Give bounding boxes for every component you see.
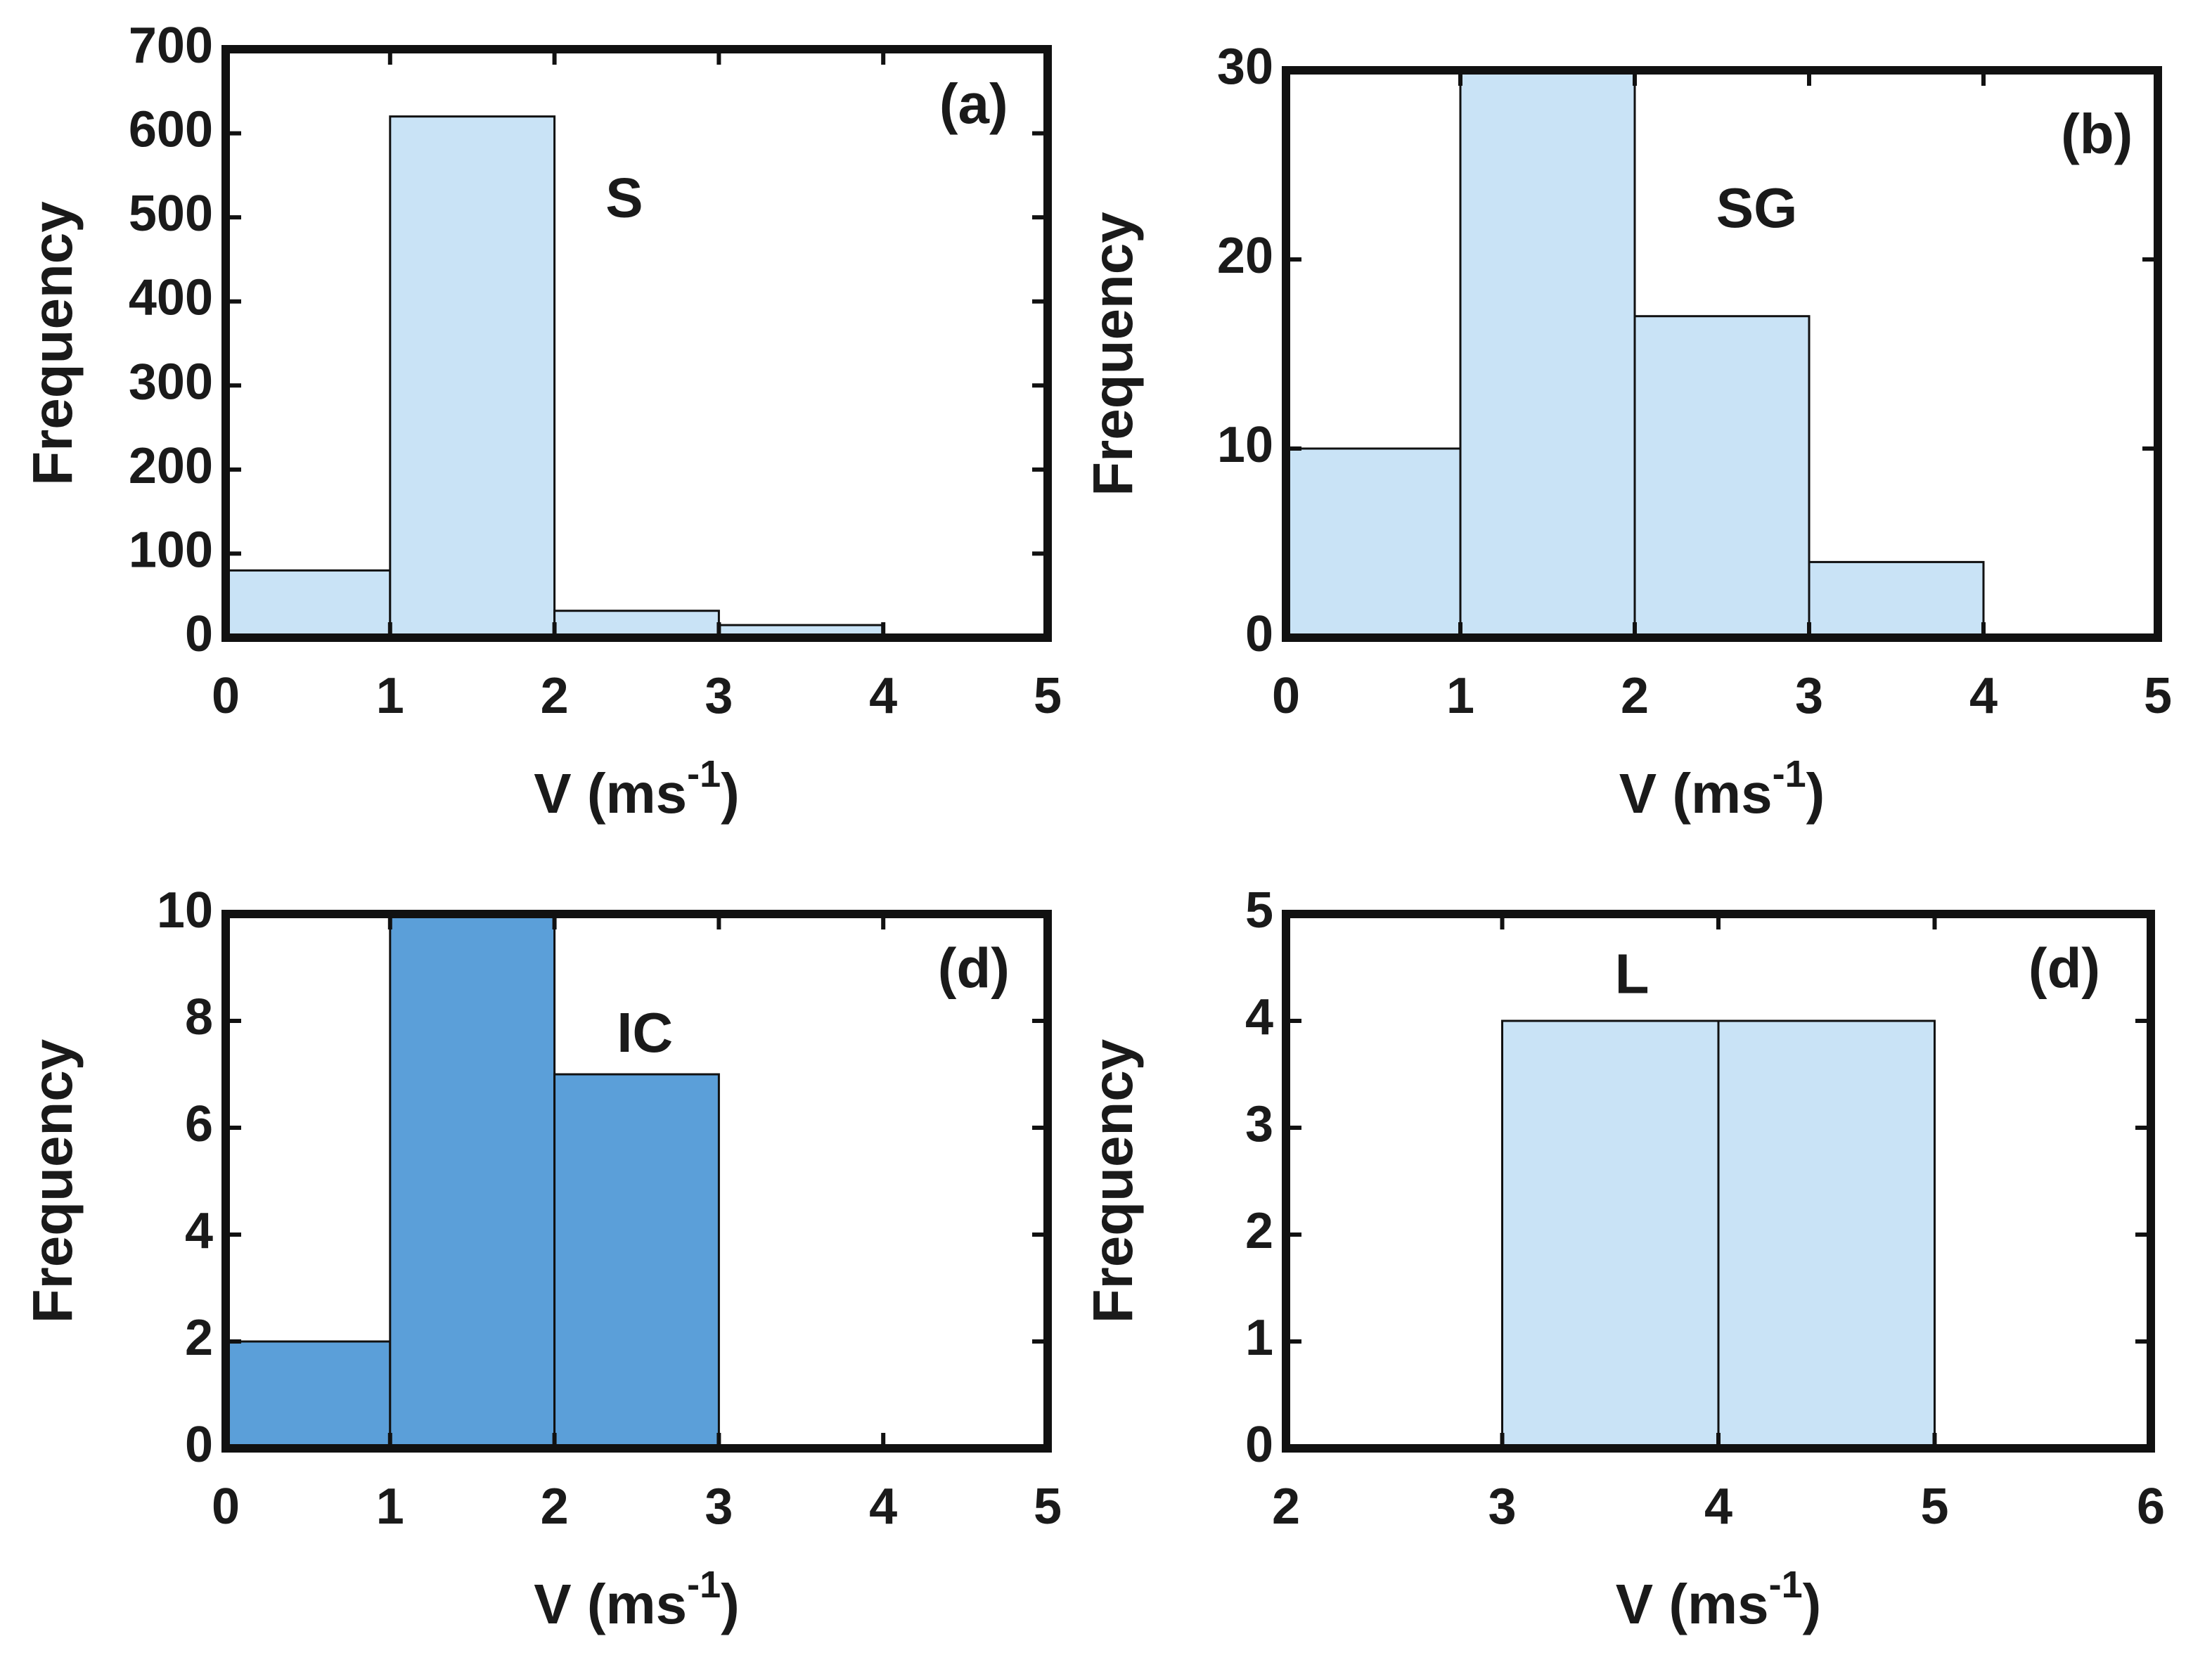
y-tick-label: 100 xyxy=(129,522,213,578)
x-tick-label: 4 xyxy=(1969,668,1998,724)
x-tick-label: 5 xyxy=(1920,1479,1948,1535)
x-tick-label: 3 xyxy=(1488,1479,1516,1535)
x-tick-label: 2 xyxy=(1621,668,1649,724)
x-tick-label: 4 xyxy=(1704,1479,1732,1535)
x-tick-label: 4 xyxy=(869,1479,897,1535)
x-tick-label: 6 xyxy=(2137,1479,2165,1535)
y-axis-label: Frequency xyxy=(21,201,84,486)
annotation: S xyxy=(605,167,643,229)
x-axis-label-part: V (ms xyxy=(534,762,687,825)
annotation: L xyxy=(1615,942,1650,1005)
x-tick-label: 3 xyxy=(1795,668,1823,724)
y-axis-label: Frequency xyxy=(21,1038,84,1323)
x-axis-label-part: -1 xyxy=(687,753,721,795)
annotation: (d) xyxy=(2028,937,2100,1000)
y-tick-label: 600 xyxy=(129,102,213,158)
x-axis-label-part: -1 xyxy=(1773,753,1806,795)
bar xyxy=(224,1340,392,1450)
annotation: IC xyxy=(617,1001,673,1064)
x-tick-label: 4 xyxy=(869,668,897,724)
x-axis-label-part: -1 xyxy=(1769,1564,1803,1606)
bar xyxy=(389,115,556,639)
y-tick-label: 0 xyxy=(185,606,213,662)
x-tick-label: 1 xyxy=(376,668,404,724)
y-tick-label: 200 xyxy=(129,438,213,494)
x-axis-label: V (ms-1) xyxy=(534,753,740,825)
y-tick-label: 30 xyxy=(1217,39,1273,95)
y-axis-label: Frequency xyxy=(1081,1038,1144,1323)
x-tick-label: 2 xyxy=(541,1479,569,1535)
bar xyxy=(1808,560,1985,639)
x-tick-label: 5 xyxy=(1034,668,1062,724)
panel: 0 1 2 3 4 5 0 100 200 300 400 500 600 700 Frequency V (… xyxy=(21,18,1062,825)
y-tick-label: 400 xyxy=(129,270,213,326)
panel: 2 3 4 5 6 0 1 2 3 4 5 Frequency V (ms-1) L (d) xyxy=(1081,882,2165,1635)
y-tick-label: 4 xyxy=(1245,989,1273,1045)
panel: 0 1 2 3 4 5 0 2 4 6 8 10 Frequency V (ms-1) (d) IC xyxy=(21,882,1062,1635)
y-tick-label: 0 xyxy=(1245,1417,1273,1473)
y-tick-label: 500 xyxy=(129,186,213,242)
y-tick-label: 0 xyxy=(1245,606,1273,662)
axes-frame xyxy=(221,910,1052,1453)
y-tick-label: 20 xyxy=(1217,228,1273,284)
y-axis-label: Frequency xyxy=(1081,212,1144,496)
y-tick-label: 3 xyxy=(1245,1096,1273,1152)
y-tick-label: 700 xyxy=(129,18,213,74)
x-tick-label: 5 xyxy=(1034,1479,1062,1535)
annotation: (d) xyxy=(938,937,1010,1000)
x-axis-label: V (ms-1) xyxy=(534,1564,740,1635)
x-tick-label: 0 xyxy=(212,668,240,724)
y-tick-label: 10 xyxy=(1217,417,1273,473)
x-tick-label: 3 xyxy=(705,1479,733,1535)
x-axis-label-part: ) xyxy=(721,1573,740,1635)
y-tick-label: 10 xyxy=(157,882,213,939)
x-axis-label-part: V (ms xyxy=(1616,1573,1769,1635)
x-tick-label: 0 xyxy=(212,1479,240,1535)
annotation: (b) xyxy=(2061,103,2133,165)
annotation: (a) xyxy=(939,72,1008,135)
x-axis-label-part: V (ms xyxy=(1619,762,1773,825)
x-tick-label: 3 xyxy=(705,668,733,724)
y-tick-label: 0 xyxy=(185,1417,213,1473)
bar xyxy=(1717,1019,1936,1450)
x-axis-label: V (ms-1) xyxy=(1616,1564,1822,1635)
x-axis-label-part: ) xyxy=(721,762,740,825)
x-tick-label: 2 xyxy=(541,668,569,724)
x-axis-label-part: V (ms xyxy=(534,1573,687,1635)
y-tick-label: 8 xyxy=(185,989,213,1045)
x-axis-label-part: ) xyxy=(1803,1573,1822,1635)
x-tick-label: 2 xyxy=(1272,1479,1300,1535)
x-tick-label: 5 xyxy=(2144,668,2172,724)
y-tick-label: 300 xyxy=(129,354,213,410)
y-tick-label: 6 xyxy=(185,1096,213,1152)
x-tick-label: 0 xyxy=(1272,668,1300,724)
bar xyxy=(389,913,556,1450)
bar xyxy=(553,1073,720,1450)
axes-frame xyxy=(1282,66,2162,642)
y-tick-label: 2 xyxy=(1245,1203,1273,1259)
axes-frame xyxy=(221,45,1052,642)
bar xyxy=(1501,1019,1720,1450)
y-tick-label: 2 xyxy=(185,1310,213,1366)
panel: 0 1 2 3 4 5 0 10 20 30 Frequency V (ms-1) (b) SG xyxy=(1081,39,2172,825)
annotation: SG xyxy=(1716,176,1798,239)
x-axis-label: V (ms-1) xyxy=(1619,753,1825,825)
x-tick-label: 1 xyxy=(376,1479,404,1535)
bar xyxy=(224,569,392,639)
bar xyxy=(1285,447,1462,639)
x-axis-label-part: -1 xyxy=(687,1564,721,1606)
axes-frame xyxy=(1282,910,2155,1453)
y-tick-label: 4 xyxy=(185,1203,213,1259)
y-tick-label: 5 xyxy=(1245,882,1273,939)
x-axis-label-part: ) xyxy=(1806,762,1825,825)
bar xyxy=(1633,315,1811,639)
y-tick-label: 1 xyxy=(1245,1310,1273,1366)
bar xyxy=(1459,69,1636,639)
x-tick-label: 1 xyxy=(1446,668,1474,724)
